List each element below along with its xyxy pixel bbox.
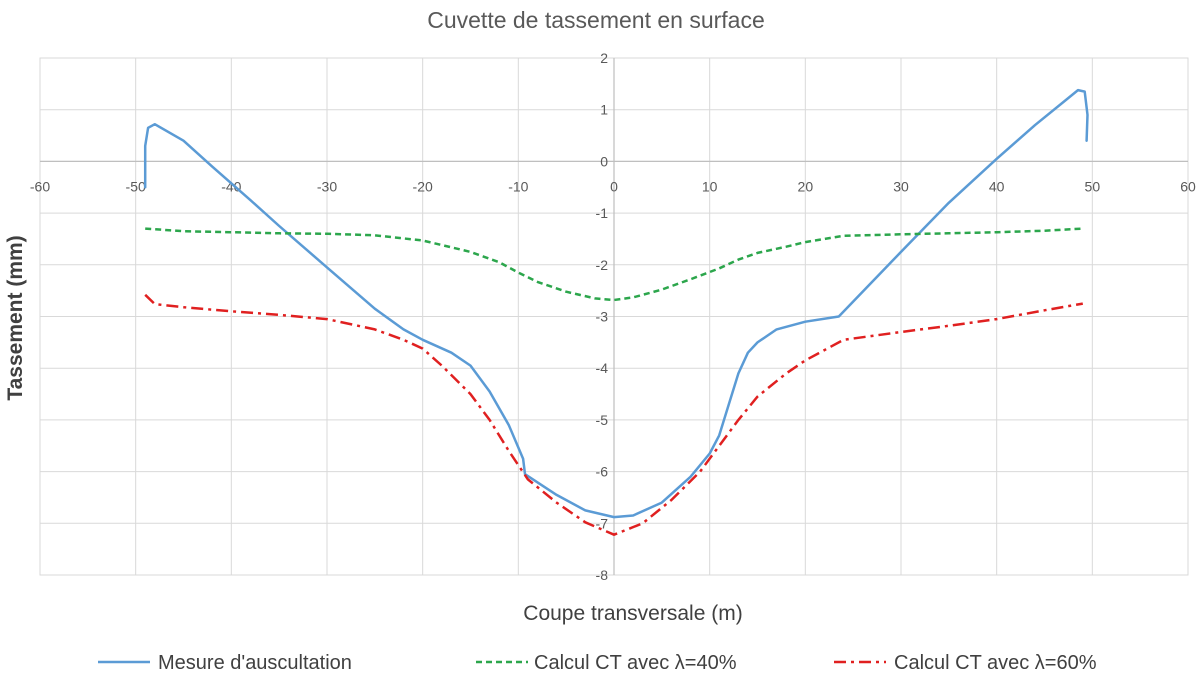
x-tick-label: 10 [702, 178, 718, 194]
y-tick-label: 1 [600, 102, 608, 118]
legend: Mesure d'auscultation Calcul CT avec λ=40… [98, 652, 1097, 674]
y-tick-label: -5 [596, 412, 609, 428]
legend-label-2: Calcul CT avec λ=40% [534, 652, 737, 674]
y-tick-label: -3 [596, 309, 609, 325]
x-tick-label: 0 [610, 178, 618, 194]
series-line-2 [145, 227, 1083, 302]
x-tick-label: 50 [1085, 178, 1101, 194]
axes [40, 58, 1188, 575]
y-tick-label: -1 [596, 205, 609, 221]
x-axis-label: Coupe transversale (m) [523, 602, 742, 625]
x-tick-label: 30 [893, 178, 909, 194]
x-tick-label: -10 [508, 178, 528, 194]
series-line-3 [144, 293, 1084, 536]
legend-label-1: Mesure d'auscultation [158, 652, 352, 674]
x-tick-label: 60 [1180, 178, 1196, 194]
legend-label-3: Calcul CT avec λ=60% [894, 652, 1097, 674]
y-tick-label: 0 [600, 153, 608, 169]
series-line-1 [143, 88, 1089, 519]
x-tick-label: -20 [413, 178, 433, 194]
y-tick-label: -2 [596, 257, 609, 273]
chart-title: Cuvette de tassement en surface [427, 7, 765, 33]
x-tick-label: 40 [989, 178, 1005, 194]
x-tick-label: -50 [126, 178, 146, 194]
y-tick-label: -4 [596, 360, 609, 376]
x-tick-label: 20 [798, 178, 814, 194]
y-tick-label: -8 [596, 567, 609, 583]
tick-labels: -60 -50 -40 -30 -20 -10 0 10 20 30 40 50 60210-1-2-3… [30, 50, 1196, 583]
x-tick-label: -30 [317, 178, 337, 194]
y-tick-label: -7 [596, 515, 609, 531]
y-tick-label: -6 [596, 464, 609, 480]
x-tick-label: -60 [30, 178, 50, 194]
y-tick-label: 2 [600, 50, 608, 66]
y-axis-label: Tassement (mm) [4, 235, 27, 400]
x-tick-label: -40 [221, 178, 241, 194]
series-lines [143, 88, 1089, 536]
